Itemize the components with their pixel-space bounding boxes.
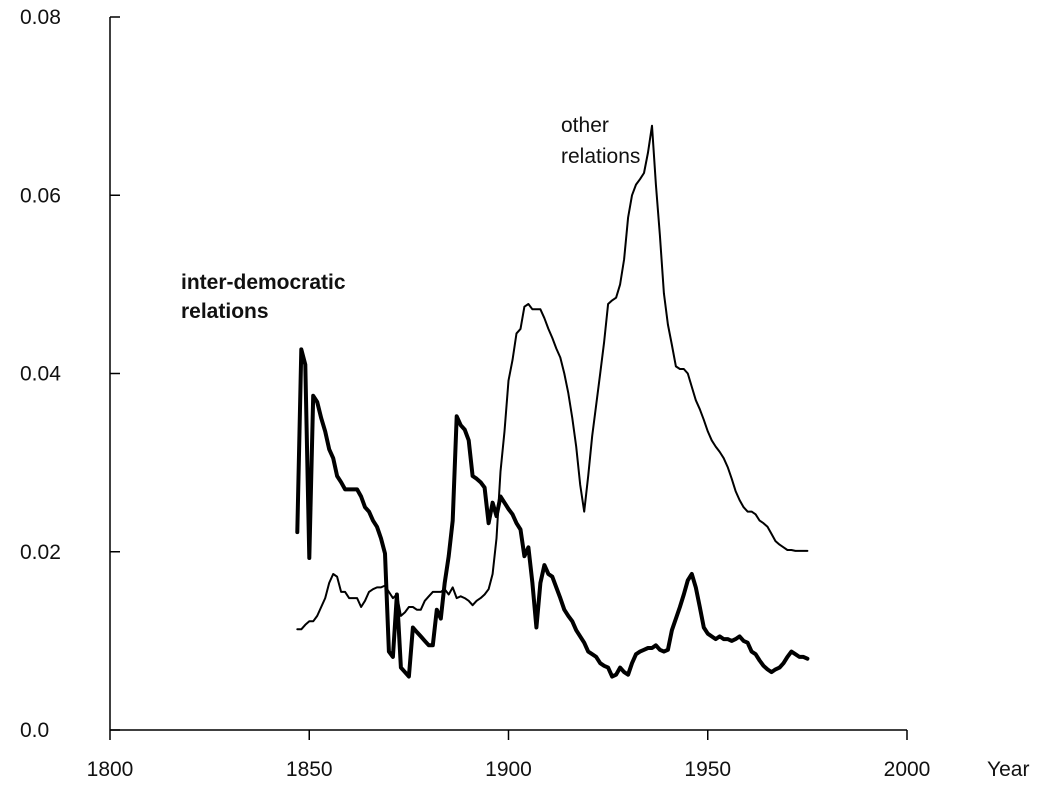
axes (109, 17, 907, 731)
tick-labels: 0.0 0.02 0.04 0.06 0.08 1800 1850 1900 1950 2000 (20, 6, 930, 781)
axis-ticks (109, 16, 908, 740)
annotation-other-line2: relations (561, 145, 640, 168)
annotation-inter-democratic: inter-democratic relations (181, 271, 346, 323)
annotation-other: other relations (561, 114, 640, 168)
annotation-inter-democratic-line1: inter-democratic (181, 271, 346, 294)
x-tick-label: 2000 (884, 758, 931, 781)
y-tick-label: 0.06 (20, 184, 61, 207)
x-tick-label: 1850 (286, 758, 333, 781)
annotation-other-line1: other (561, 114, 609, 137)
x-tick-label: 1900 (485, 758, 532, 781)
series-lines (295, 124, 810, 679)
x-tick-label: 1800 (87, 758, 134, 781)
annotation-inter-democratic-line2: relations (181, 300, 269, 323)
inter-democratic-relations-line (295, 347, 810, 679)
x-tick-label: 1950 (684, 758, 731, 781)
y-tick-label: 0.08 (20, 6, 61, 29)
y-tick-label: 0.02 (20, 541, 61, 564)
other-relations-line (296, 124, 809, 631)
x-axis-label: Year (987, 758, 1029, 781)
y-tick-label: 0.04 (20, 363, 61, 386)
y-tick-label: 0.0 (20, 719, 49, 742)
